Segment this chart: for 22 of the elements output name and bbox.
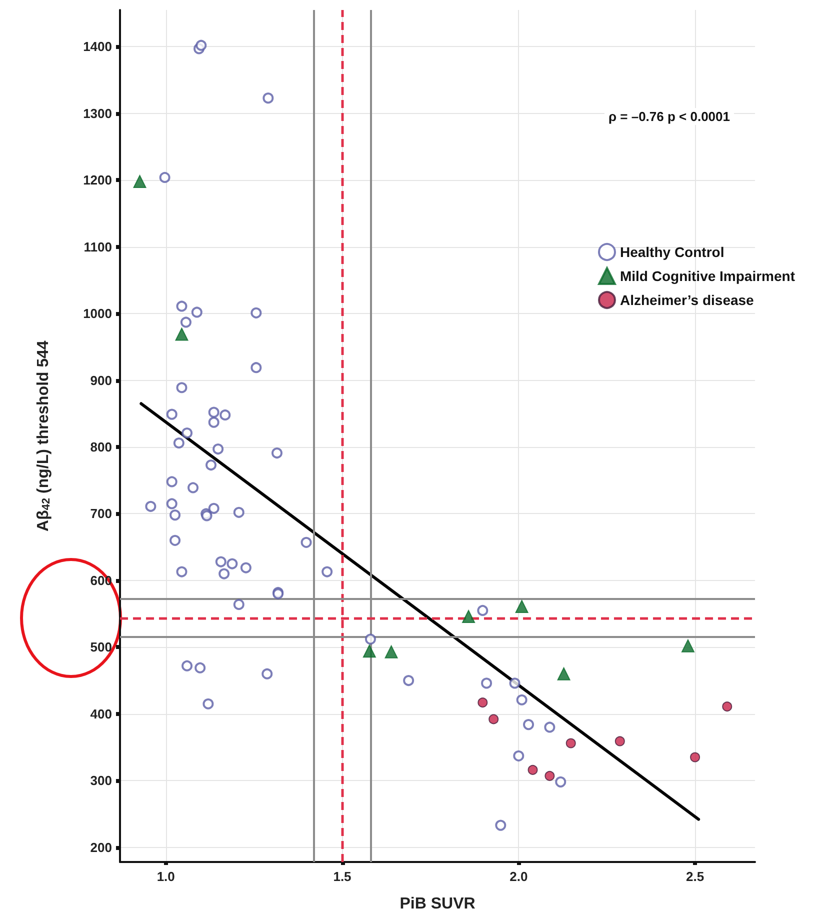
y-tick-label: 1300 [83,106,112,121]
x-tick-label: 2.5 [686,869,704,884]
y-axis-title: Aβ42 (ng/L) threshold 544 [35,340,52,532]
legend-label: Alzheimer’s disease [620,292,754,308]
y-tick-label: 900 [90,372,112,388]
annotation: ρ = –0.76 p < 0.0001 [608,109,730,124]
y-tick-label: 1400 [83,39,112,54]
y-tick-label: 300 [90,773,112,788]
x-tick-label: 2.0 [510,869,528,884]
y-tick-label: 1000 [83,306,112,322]
legend-label: Healthy Control [620,244,724,260]
y-tick-label: 200 [90,840,112,855]
y-tick-label: 700 [90,506,112,522]
x-axis-title: PiB SUVR [400,896,476,912]
y-tick-label: 500 [90,640,112,655]
y-tick-label: 800 [90,440,112,455]
x-tick-label: 1.0 [156,869,175,884]
legend-label: Mild Cognitive Impairment [620,268,796,284]
y-tick-label: 1100 [84,239,112,254]
x-tick-label: 1.5 [333,869,352,884]
y-tick-label: 400 [90,706,112,722]
y-tick-label: 1200 [83,172,112,188]
